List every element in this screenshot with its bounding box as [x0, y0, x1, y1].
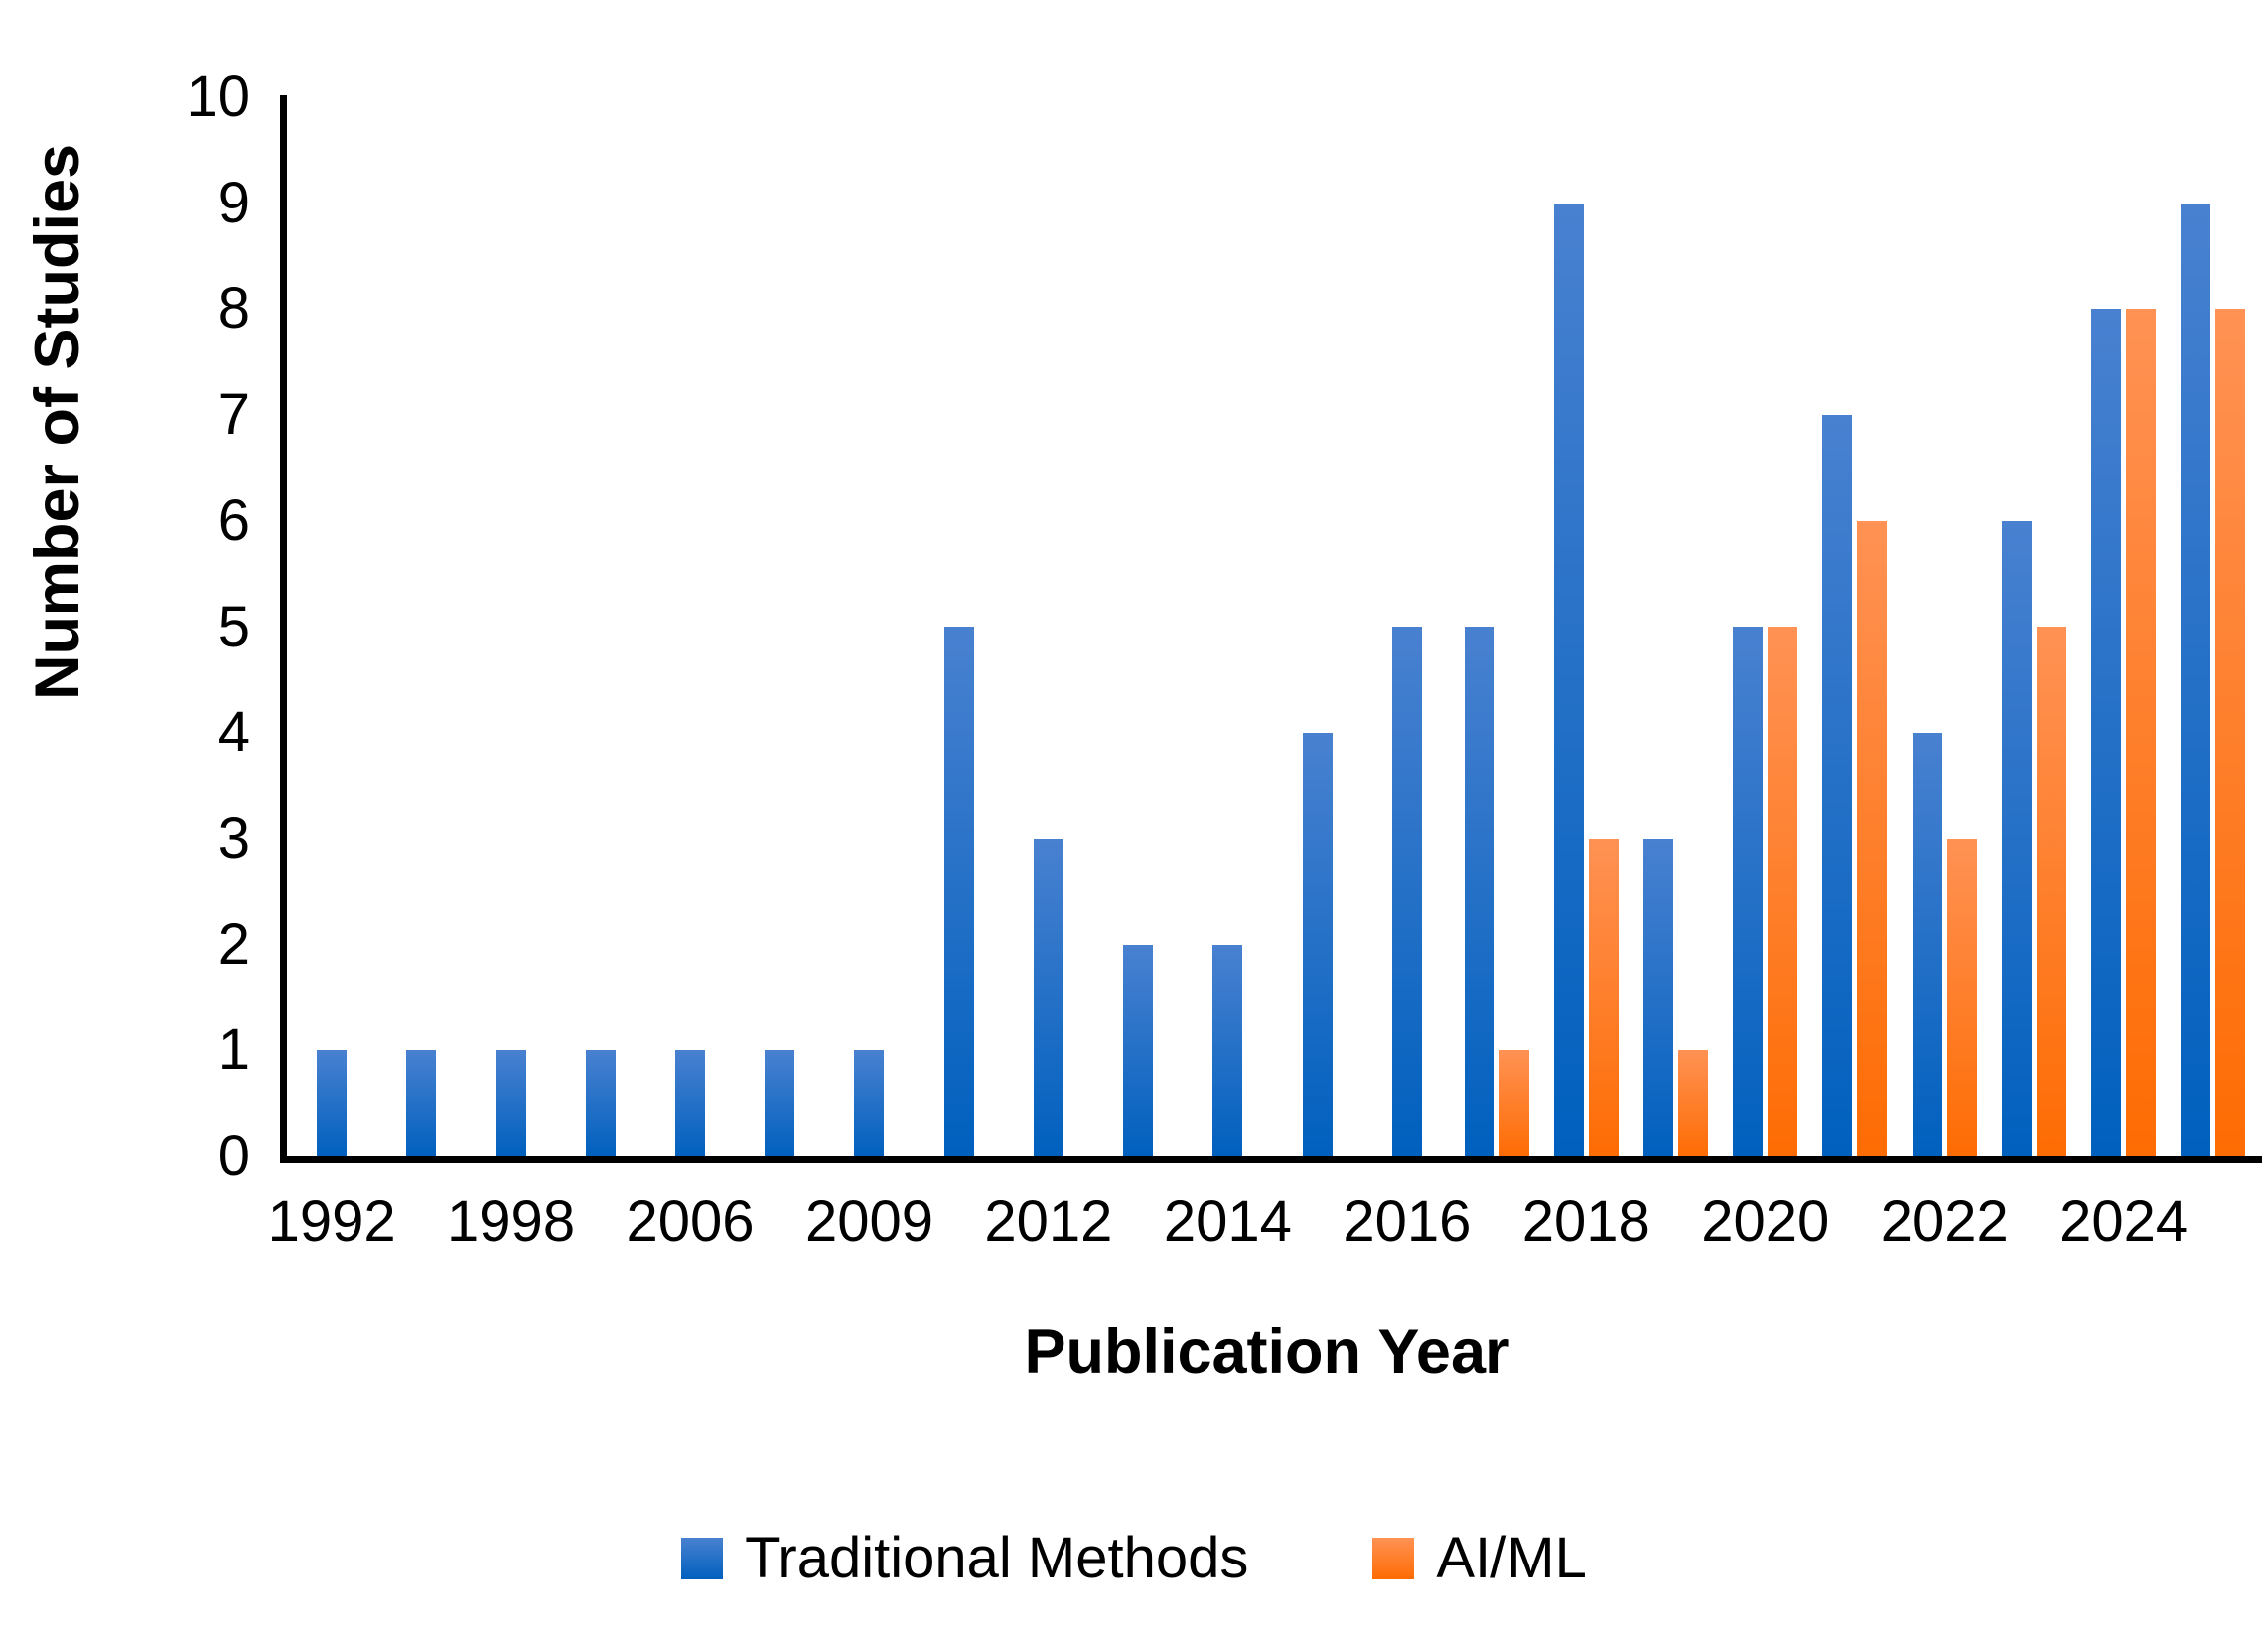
- bar-traditional-methods: [1391, 626, 1422, 1156]
- bar-ai-ml: [2126, 309, 2157, 1156]
- bar-traditional-methods: [1912, 733, 1942, 1156]
- bar-ai-ml: [1946, 838, 1977, 1156]
- bar-group-slot-4: [556, 97, 645, 1156]
- bar-group-slot-14: [1452, 97, 1541, 1156]
- bar-ai-ml: [2215, 309, 2246, 1156]
- x-tick-label: 2018: [1521, 1189, 1650, 1254]
- bar-traditional-methods: [1553, 203, 1584, 1156]
- bar-group-2020: [1721, 97, 1810, 1156]
- bar-traditional-methods: [406, 1050, 437, 1156]
- y-tick-label: 3: [217, 805, 250, 871]
- bar-ai-ml: [1498, 1050, 1529, 1156]
- bar-group-slot-12: [1273, 97, 1362, 1156]
- bar-ai-ml: [1678, 1050, 1709, 1156]
- x-tick-label: 1998: [447, 1189, 576, 1254]
- legend-label-traditional-methods: Traditional Methods: [745, 1526, 1249, 1590]
- x-tick-label: 2022: [1880, 1189, 2009, 1254]
- x-tick-label: 1992: [267, 1189, 396, 1254]
- bar-ai-ml: [1768, 626, 1798, 1156]
- bar-group-slot-22: [2169, 97, 2258, 1156]
- bar-traditional-methods: [1302, 733, 1333, 1156]
- bar-traditional-methods: [943, 626, 974, 1156]
- bar-group-1992: [287, 97, 376, 1156]
- bar-group-2014: [1183, 97, 1272, 1156]
- bar-group-2022: [1900, 97, 1989, 1156]
- y-tick-label: 0: [217, 1124, 250, 1188]
- bar-group-2016: [1362, 97, 1452, 1156]
- y-tick-label: 6: [217, 487, 250, 553]
- bar-traditional-methods: [1643, 838, 1674, 1156]
- legend-item-ai-ml: AI/ML: [1372, 1527, 1587, 1590]
- bar-group-slot-16: [1630, 97, 1720, 1156]
- x-tick-label: 2009: [804, 1189, 933, 1254]
- x-axis-title: Publication Year: [1024, 1317, 1510, 1387]
- y-tick-label: 2: [217, 911, 250, 977]
- y-tick-label: 9: [217, 170, 250, 235]
- bar-traditional-methods: [765, 1050, 795, 1156]
- x-tick-label: 2006: [626, 1189, 755, 1254]
- bar-group-slot-18: [1810, 97, 1900, 1156]
- legend-swatch-ai-ml: [1372, 1538, 1415, 1579]
- x-tick-label: 2014: [1163, 1189, 1292, 1254]
- chart-legend: Traditional Methods AI/ML: [0, 1527, 2268, 1590]
- bar-group-slot-10: [1093, 97, 1183, 1156]
- y-tick-label: 4: [217, 700, 250, 765]
- bar-group-2012: [1004, 97, 1093, 1156]
- legend-swatch-traditional-methods: [681, 1538, 724, 1579]
- bar-group-slot-6: [735, 97, 824, 1156]
- x-tick-label: 2012: [984, 1189, 1113, 1254]
- y-tick-label: 10: [186, 65, 250, 129]
- bar-ai-ml: [1857, 520, 1888, 1156]
- x-tick-label: 2024: [2059, 1189, 2189, 1254]
- y-axis-line: [280, 95, 287, 1163]
- bar-traditional-methods: [1464, 626, 1494, 1156]
- x-axis-line: [280, 1156, 2262, 1163]
- bar-traditional-methods: [1123, 944, 1154, 1156]
- bar-ai-ml: [2036, 626, 2066, 1156]
- bar-traditional-methods: [1033, 838, 1063, 1156]
- bar-traditional-methods: [675, 1050, 706, 1156]
- bar-group-slot-2: [376, 97, 466, 1156]
- legend-label-ai-ml: AI/ML: [1436, 1526, 1587, 1590]
- bar-group-2006: [645, 97, 735, 1156]
- bar-traditional-methods: [854, 1050, 885, 1156]
- bar-group-2024: [2079, 97, 2169, 1156]
- y-axis-title: Number of Studies: [23, 143, 92, 701]
- bar-traditional-methods: [1822, 415, 1853, 1156]
- bar-traditional-methods: [1733, 626, 1764, 1156]
- bar-traditional-methods: [2001, 520, 2032, 1156]
- bar-traditional-methods: [496, 1050, 526, 1156]
- bar-traditional-methods: [2181, 203, 2211, 1156]
- x-tick-label: 2020: [1701, 1189, 1830, 1254]
- bar-traditional-methods: [1212, 944, 1243, 1156]
- bar-traditional-methods: [2091, 309, 2122, 1156]
- y-tick-label: 1: [217, 1018, 250, 1083]
- x-tick-label: 2016: [1343, 1189, 1472, 1254]
- bar-group-1998: [466, 97, 555, 1156]
- bar-traditional-methods: [317, 1050, 348, 1156]
- bar-group-2018: [1541, 97, 1630, 1156]
- bar-traditional-methods: [585, 1050, 616, 1156]
- plot-area: [287, 97, 2258, 1156]
- bar-ai-ml: [1588, 838, 1619, 1156]
- bar-group-2009: [824, 97, 914, 1156]
- bar-group-slot-20: [1989, 97, 2078, 1156]
- bar-group-slot-8: [915, 97, 1004, 1156]
- legend-item-traditional-methods: Traditional Methods: [681, 1527, 1248, 1590]
- y-tick-label: 8: [217, 276, 250, 341]
- y-tick-label: 5: [217, 594, 250, 659]
- y-tick-label: 7: [217, 382, 250, 448]
